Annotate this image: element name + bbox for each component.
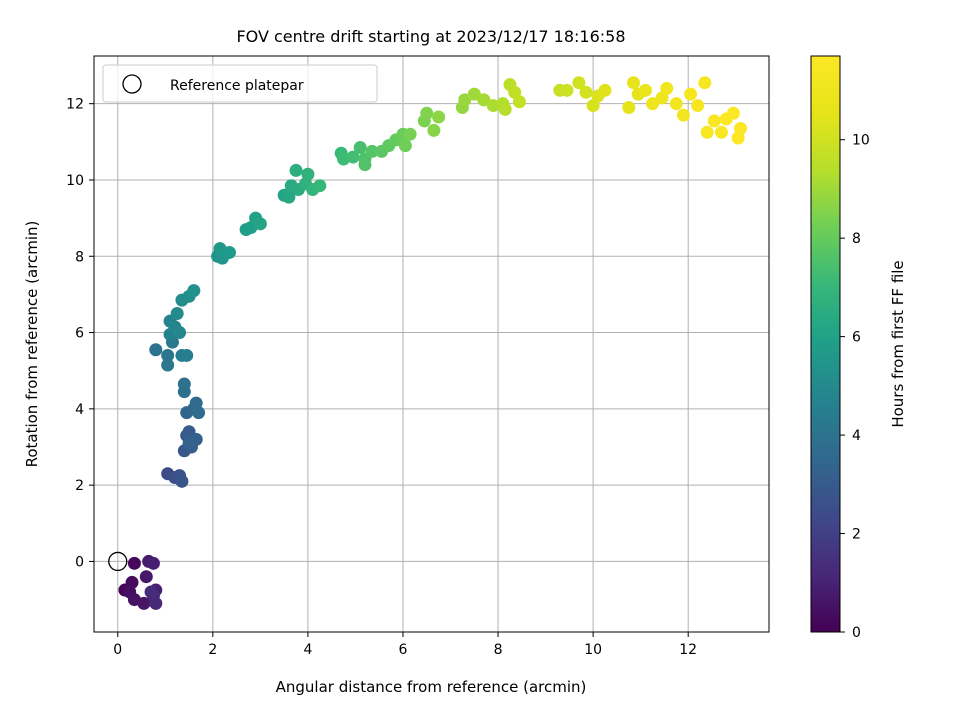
plot-area (94, 56, 769, 632)
scatter-point (161, 348, 175, 362)
legend-marker-reference-platepar (122, 74, 142, 94)
scatter-point (353, 141, 367, 155)
scatter-point (398, 139, 412, 153)
scatter-point (700, 125, 714, 139)
scatter-point (187, 284, 201, 298)
scatter-point (432, 110, 446, 124)
scatter-point (146, 556, 160, 570)
y-tick-label: 0 (75, 554, 84, 570)
scatter-point (173, 326, 187, 340)
colorbar-gradient (810, 55, 841, 633)
y-tick-label: 10 (66, 173, 84, 189)
scatter-point (698, 76, 712, 90)
scatter-point (313, 179, 327, 193)
scatter-point (707, 114, 721, 128)
scatter-point (161, 358, 175, 372)
colorbar-tick-label: 0 (852, 625, 861, 641)
scatter-point (560, 83, 574, 97)
colorbar: 0 2 4 6 8 10 Hours from first FF file (810, 55, 907, 641)
scatter-point (579, 85, 593, 99)
scatter-point (170, 306, 184, 320)
scatter-point (512, 95, 526, 109)
colorbar-tick-label: 4 (852, 428, 861, 444)
x-tick-label: 10 (584, 642, 602, 658)
scatter-point (301, 167, 315, 181)
scatter-point (180, 348, 194, 362)
scatter-point (427, 123, 441, 137)
scatter-point (733, 121, 747, 135)
scatter-points (118, 76, 747, 610)
scatter-point (139, 570, 153, 584)
scatter-point (691, 99, 705, 113)
colorbar-label: Hours from first FF file (889, 260, 907, 427)
scatter-point (627, 76, 641, 90)
scatter-point (149, 343, 163, 357)
legend-label: Reference platepar (170, 78, 304, 94)
scatter-point (684, 87, 698, 101)
scatter-point (177, 377, 191, 391)
x-tick-label: 0 (113, 642, 122, 658)
colorbar-tick-label: 2 (852, 527, 861, 543)
scatter-point (282, 190, 296, 204)
scatter-point (289, 163, 303, 177)
scatter-point (127, 556, 141, 570)
scatter-point (646, 97, 660, 111)
x-tick-label: 12 (679, 642, 697, 658)
scatter-point (638, 83, 652, 97)
scatter-point (144, 585, 158, 599)
scatter-point (714, 125, 728, 139)
scatter-point (192, 406, 206, 420)
scatter-point (477, 93, 491, 107)
scatter-point (403, 127, 417, 141)
y-tick-label: 4 (75, 402, 84, 418)
colorbar-tick-label: 10 (852, 133, 870, 149)
y-tick-label: 6 (75, 326, 84, 342)
y-axis-ticks: 0 2 4 6 8 10 12 (66, 97, 94, 570)
scatter-point (726, 106, 740, 120)
legend: Reference platepar (102, 64, 378, 103)
y-tick-label: 2 (75, 478, 84, 494)
y-tick-label: 8 (75, 249, 84, 265)
scatter-point (358, 158, 372, 172)
x-tick-label: 2 (208, 642, 217, 658)
colorbar-ticks: 0 2 4 6 8 10 (840, 133, 870, 641)
legend-box (102, 64, 378, 103)
scatter-point (253, 217, 267, 231)
scatter-point (572, 76, 586, 90)
scatter-point (458, 93, 472, 107)
chart-title: FOV centre drift starting at 2023/12/17 … (236, 27, 625, 46)
scatter-point (149, 596, 163, 610)
plot-frame (93, 55, 770, 633)
scatter-point (660, 81, 674, 95)
scatter-point (598, 83, 612, 97)
y-axis-label: Rotation from reference (arcmin) (23, 221, 41, 468)
x-tick-label: 4 (303, 642, 312, 658)
scatter-point (346, 150, 360, 164)
scatter-point (137, 596, 151, 610)
colorbar-tick-label: 6 (852, 330, 861, 346)
x-tick-label: 8 (494, 642, 503, 658)
colorbar-tick-label: 8 (852, 231, 861, 247)
x-tick-label: 6 (399, 642, 408, 658)
reference-platepar-marker (108, 551, 128, 572)
scatter-point (669, 97, 683, 111)
scatter-point (365, 144, 379, 158)
scatter-point (467, 87, 481, 101)
scatter-point (182, 436, 196, 450)
x-axis-ticks: 0 2 4 6 8 10 12 (113, 632, 697, 658)
y-tick-label: 12 (66, 97, 84, 113)
x-axis-label: Angular distance from reference (arcmin) (276, 678, 587, 696)
scatter-point (676, 108, 690, 122)
scatter-point (222, 245, 236, 259)
scatter-point (622, 100, 636, 114)
scatter-point (420, 106, 434, 120)
scatter-point (175, 474, 189, 488)
scatter-point (498, 102, 512, 116)
